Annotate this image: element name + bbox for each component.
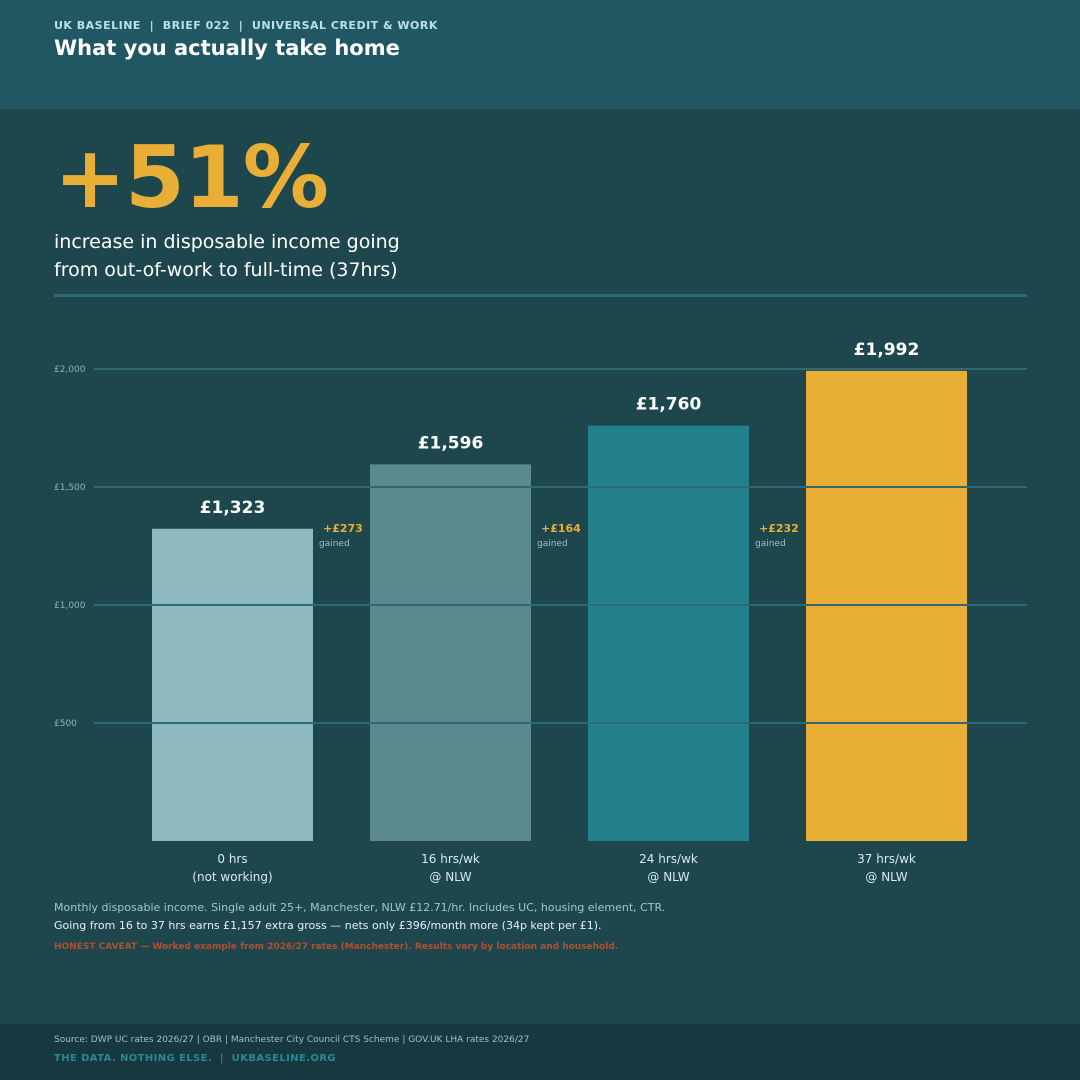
gain-value-0: +£273 [323, 522, 363, 535]
category-label-3-line-0: 37 hrs/wk [857, 852, 916, 866]
income-bar-chart: £500 £1,000 £1,500 £2,000 £1,323 £1,596 £1,760… [54, 340, 1027, 884]
header-band: UK BASELINE | BRIEF 022 | UNIVERSAL CRED… [0, 0, 1080, 109]
value-label-1: £1,596 [418, 433, 484, 453]
source-line: Source: DWP UC rates 2026/27 | OBR | Man… [54, 1035, 530, 1045]
value-label-2: £1,760 [636, 395, 702, 415]
bar-1 [370, 464, 531, 841]
headline-description-line-1: increase in disposable income going [54, 231, 400, 253]
category-label-1-line-1: @ NLW [429, 870, 471, 884]
bar-2 [588, 425, 749, 841]
gain-label-1: gained [537, 539, 568, 549]
y-tick-label-3: £2,000 [54, 365, 86, 375]
category-label-1-line-0: 16 hrs/wk [421, 852, 480, 866]
y-tick-label-1: £1,000 [54, 601, 86, 611]
headline-description: increase in disposable income going from… [54, 228, 400, 284]
gain-label-0: gained [319, 539, 350, 549]
gain-label-2: gained [755, 539, 786, 549]
y-tick-label-2: £1,500 [54, 483, 86, 493]
honest-caveat: HONEST CAVEAT — Worked example from 2026… [54, 942, 619, 952]
key-finding-note: Going from 16 to 37 hrs earns £1,157 ext… [54, 919, 602, 932]
category-label-0-line-0: 0 hrs [217, 852, 247, 866]
method-note: Monthly disposable income. Single adult … [54, 901, 666, 914]
headline-stat: +51% [54, 128, 329, 228]
y-tick-label-0: £500 [54, 719, 77, 729]
gain-value-1: +£164 [541, 522, 581, 535]
page-title: What you actually take home [54, 36, 400, 60]
gain-value-2: +£232 [759, 522, 799, 535]
value-label-3: £1,992 [854, 340, 920, 360]
footer-band: Source: DWP UC rates 2026/27 | OBR | Man… [0, 1024, 1080, 1080]
bar-0 [152, 528, 313, 841]
value-label-0: £1,323 [200, 498, 266, 518]
category-label-0-line-1: (not working) [192, 870, 272, 884]
category-label-3-line-1: @ NLW [865, 870, 907, 884]
category-label-2-line-0: 24 hrs/wk [639, 852, 698, 866]
brand-tagline: THE DATA. NOTHING ELSE. | UKBASELINE.ORG [54, 1053, 337, 1064]
headline-description-line-2: from out-of-work to full-time (37hrs) [54, 259, 398, 281]
category-label-2-line-1: @ NLW [647, 870, 689, 884]
section-divider [54, 294, 1027, 297]
brief-eyebrow: UK BASELINE | BRIEF 022 | UNIVERSAL CRED… [54, 19, 438, 32]
